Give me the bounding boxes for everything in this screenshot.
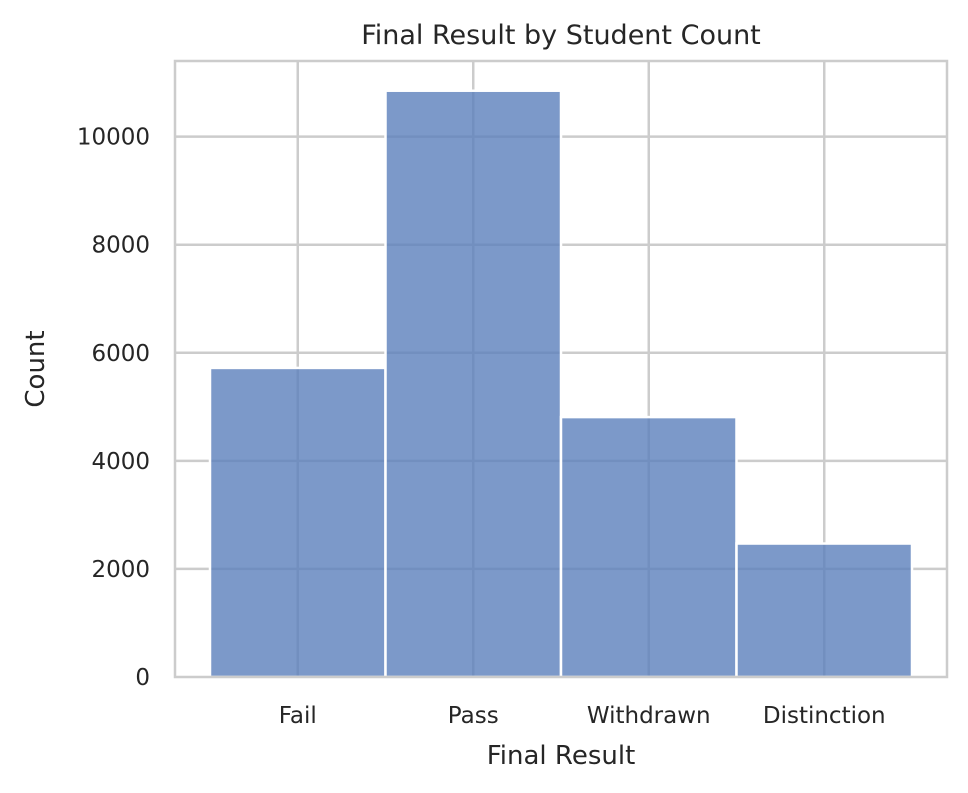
x-tick-label: Withdrawn [587, 703, 711, 729]
bar-withdrawn [559, 415, 738, 679]
plot-frame [173, 59, 949, 679]
bar-pass [384, 89, 563, 679]
bar-distinction [735, 542, 914, 679]
y-tick-labels: 0 2000 4000 6000 8000 10000 [77, 125, 150, 691]
y-tick-label: 6000 [91, 341, 150, 367]
y-tick-label: 10000 [77, 125, 150, 151]
y-tick-label: 2000 [91, 557, 150, 583]
bar-fail [208, 366, 387, 679]
y-tick-label: 0 [135, 665, 150, 691]
y-axis-label: Count [21, 330, 51, 407]
x-tick-label: Fail [279, 703, 317, 729]
x-tick-label: Pass [448, 703, 499, 729]
y-tick-label: 8000 [91, 233, 150, 259]
y-tick-label: 4000 [91, 449, 150, 475]
x-axis-label: Final Result [487, 741, 636, 771]
bars [208, 89, 914, 679]
x-tick-labels: Fail Pass Withdrawn Distinction [279, 703, 886, 729]
x-tick-label: Distinction [763, 703, 886, 729]
chart-title: Final Result by Student Count [361, 20, 761, 51]
